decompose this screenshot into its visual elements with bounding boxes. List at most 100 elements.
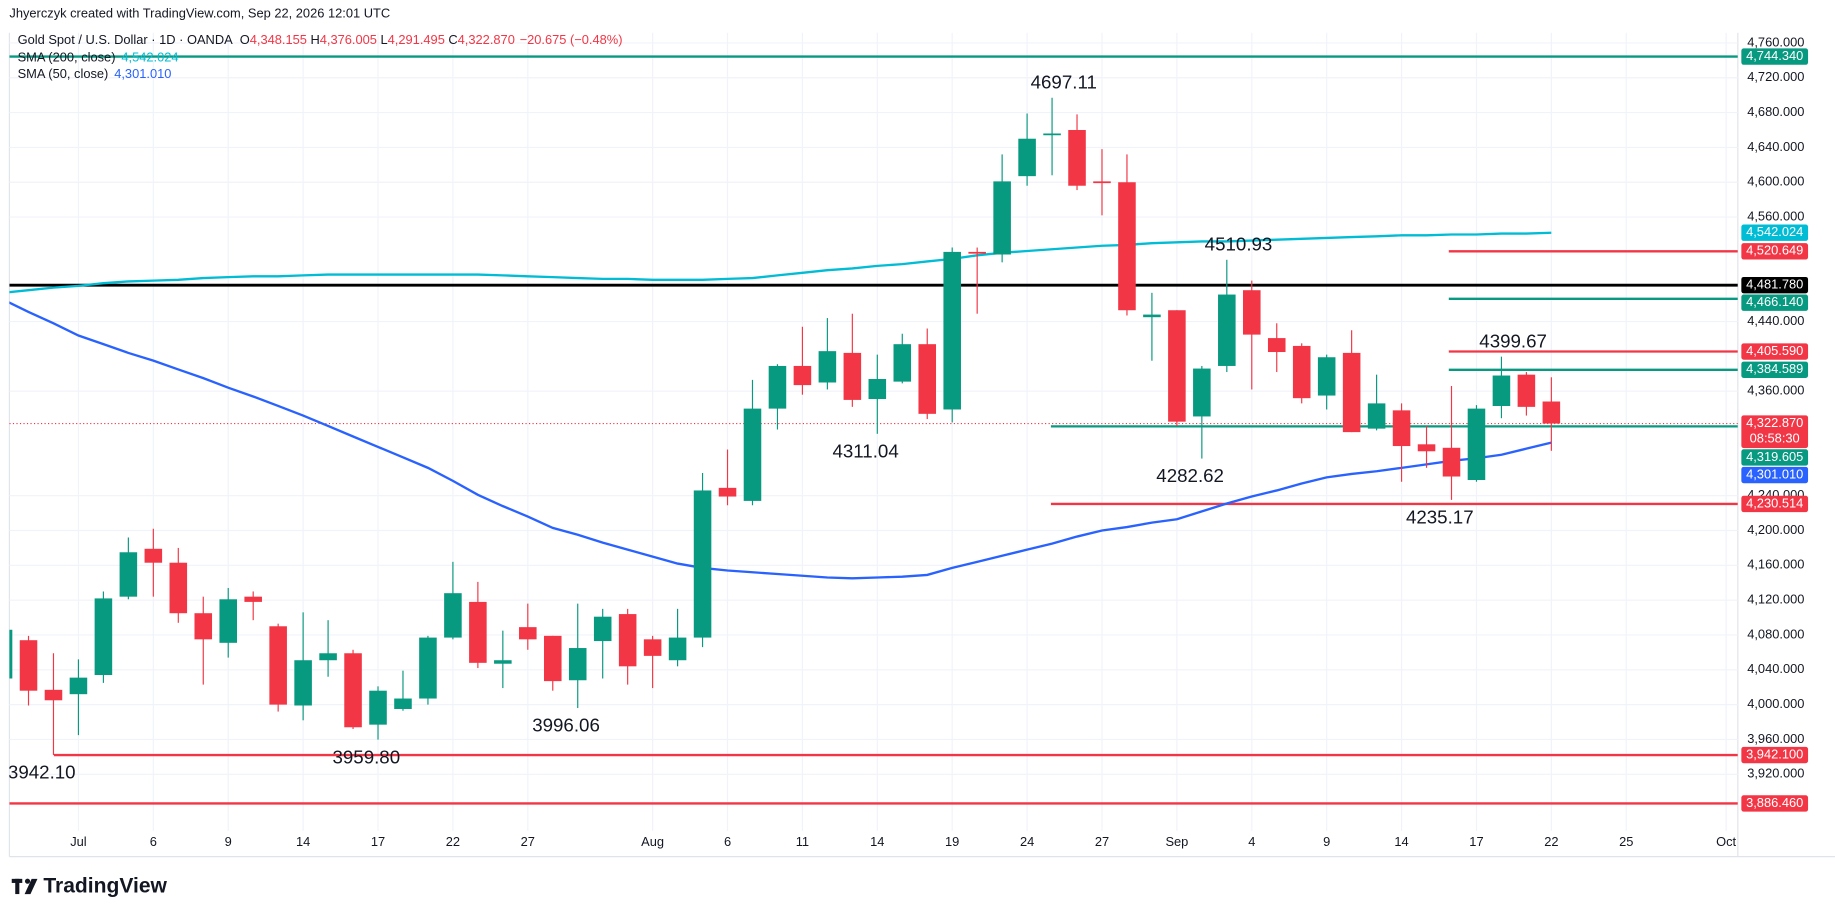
legend: Gold Spot / U.S. Dollar · 1D · OANDA O4,3… xyxy=(18,32,623,81)
low-label: 4311.04 xyxy=(832,440,898,461)
y-tick-label: 4,600.000 xyxy=(1747,174,1804,189)
ohlc-value: 4,291.495 xyxy=(388,32,445,47)
x-tick-label: Jul xyxy=(70,834,86,849)
candle-body xyxy=(1492,375,1511,406)
x-tick-label: Aug xyxy=(641,834,664,849)
candle-body xyxy=(144,548,163,563)
price-label-box xyxy=(1741,746,1809,764)
candle-body xyxy=(1467,408,1486,481)
x-tick-label: 4 xyxy=(1248,834,1255,849)
candle-body xyxy=(768,365,787,409)
y-tick-label: 4,040.000 xyxy=(1747,661,1804,676)
candle-body xyxy=(543,635,562,682)
candle-body xyxy=(9,629,13,679)
candle-body xyxy=(843,352,862,400)
low-label: 4282.62 xyxy=(1156,465,1224,486)
candle-body xyxy=(369,690,387,725)
candle-body xyxy=(993,181,1011,255)
candle-body xyxy=(1218,294,1236,366)
y-tick-label: 4,760.000 xyxy=(1747,34,1804,49)
x-tick-label: 9 xyxy=(1323,834,1330,849)
sma-value: 4,301.010 xyxy=(114,66,171,81)
brand-logo xyxy=(11,878,38,895)
x-tick-label: 17 xyxy=(1469,834,1483,849)
candle-body xyxy=(394,698,412,709)
price-label-box xyxy=(1741,495,1809,513)
candle-body xyxy=(319,653,337,661)
candle-body xyxy=(968,251,986,254)
price-label: 4,520.649 xyxy=(1746,243,1803,258)
price-label: 4,230.514 xyxy=(1746,495,1803,510)
candle-body xyxy=(1043,133,1061,136)
candle-body xyxy=(1442,447,1461,477)
candle-body xyxy=(1392,410,1411,447)
candle-body xyxy=(494,660,512,664)
candle-body xyxy=(519,627,537,640)
price-label: 4,481.780 xyxy=(1746,277,1803,292)
candle-body xyxy=(119,552,138,597)
sma-legend: SMA (50, close) 4,301.010 xyxy=(18,66,172,81)
x-tick-label: 14 xyxy=(1394,834,1408,849)
price-label-box xyxy=(1741,449,1809,466)
price-label-box xyxy=(1741,466,1809,484)
y-tick-label: 4,200.000 xyxy=(1747,522,1804,537)
candle-body xyxy=(44,689,63,701)
x-tick-label: Sep xyxy=(1165,834,1188,849)
low-label: 3996.06 xyxy=(532,715,600,736)
price-label: 4,542.024 xyxy=(1746,224,1803,239)
high-label: 4697.11 xyxy=(1031,72,1097,93)
sma-line xyxy=(9,301,1552,580)
y-tick-label: 4,120.000 xyxy=(1747,592,1804,607)
plot-area: 4697.11 4510.93 4399.67 3942.10 3959.80 3996.… xyxy=(9,55,1738,805)
candle-body xyxy=(1517,374,1536,407)
sma-value: 4,542.024 xyxy=(121,50,178,65)
price-label: 4,384.589 xyxy=(1746,361,1803,376)
candle-body xyxy=(943,251,961,410)
y-tick-label: 4,360.000 xyxy=(1747,383,1804,398)
candle-body xyxy=(1317,357,1336,396)
y-tick-label: 4,640.000 xyxy=(1747,139,1804,154)
candle-body xyxy=(818,351,837,383)
ohlc-value: 4,322.870 xyxy=(458,32,515,47)
price-label: 4,322.870 xyxy=(1746,415,1803,430)
y-tick-label: 4,160.000 xyxy=(1747,557,1804,572)
candle-body xyxy=(419,637,437,699)
credit: Jhyerczyk created with TradingView.com, … xyxy=(9,5,390,20)
candle-body xyxy=(1068,130,1086,186)
candle-body xyxy=(1193,368,1211,417)
candle-body xyxy=(169,562,188,614)
candle-body xyxy=(1243,290,1261,335)
price-label-box xyxy=(1741,48,1809,65)
candle-body xyxy=(469,601,487,663)
price-label: 4,744.340 xyxy=(1746,48,1803,63)
price-label-box xyxy=(1741,361,1809,378)
x-tick-label: 24 xyxy=(1020,834,1034,849)
candle-body xyxy=(269,626,287,705)
candle-body xyxy=(918,344,937,414)
candle-body xyxy=(19,640,38,691)
price-label-box xyxy=(1741,415,1809,449)
candle-body xyxy=(444,593,462,638)
candle-body xyxy=(244,596,262,602)
ohlc-key: O xyxy=(240,32,250,47)
y-tick-label: 4,560.000 xyxy=(1747,208,1804,223)
candle-body xyxy=(1542,401,1561,424)
price-label: 3,942.100 xyxy=(1746,746,1803,761)
x-tick-label: 11 xyxy=(796,834,809,849)
countdown: 08:58:30 xyxy=(1750,431,1800,446)
x-tick-label: 14 xyxy=(296,834,310,849)
x-tick-label: 19 xyxy=(945,834,959,849)
candle-body xyxy=(643,639,662,656)
candle-body xyxy=(893,344,912,382)
x-tick-label: 22 xyxy=(1544,834,1558,849)
y-tick-label: 4,080.000 xyxy=(1747,626,1804,641)
x-tick-label: Oct xyxy=(1716,834,1736,849)
ohlc-value: 4,348.155 xyxy=(250,32,307,47)
price-label: 4,466.140 xyxy=(1746,294,1803,309)
candle-body xyxy=(1143,314,1161,318)
x-tick-label: 9 xyxy=(225,834,232,849)
candle-body xyxy=(1367,403,1386,429)
candle-body xyxy=(219,599,238,643)
high-label: 4510.93 xyxy=(1205,234,1273,255)
